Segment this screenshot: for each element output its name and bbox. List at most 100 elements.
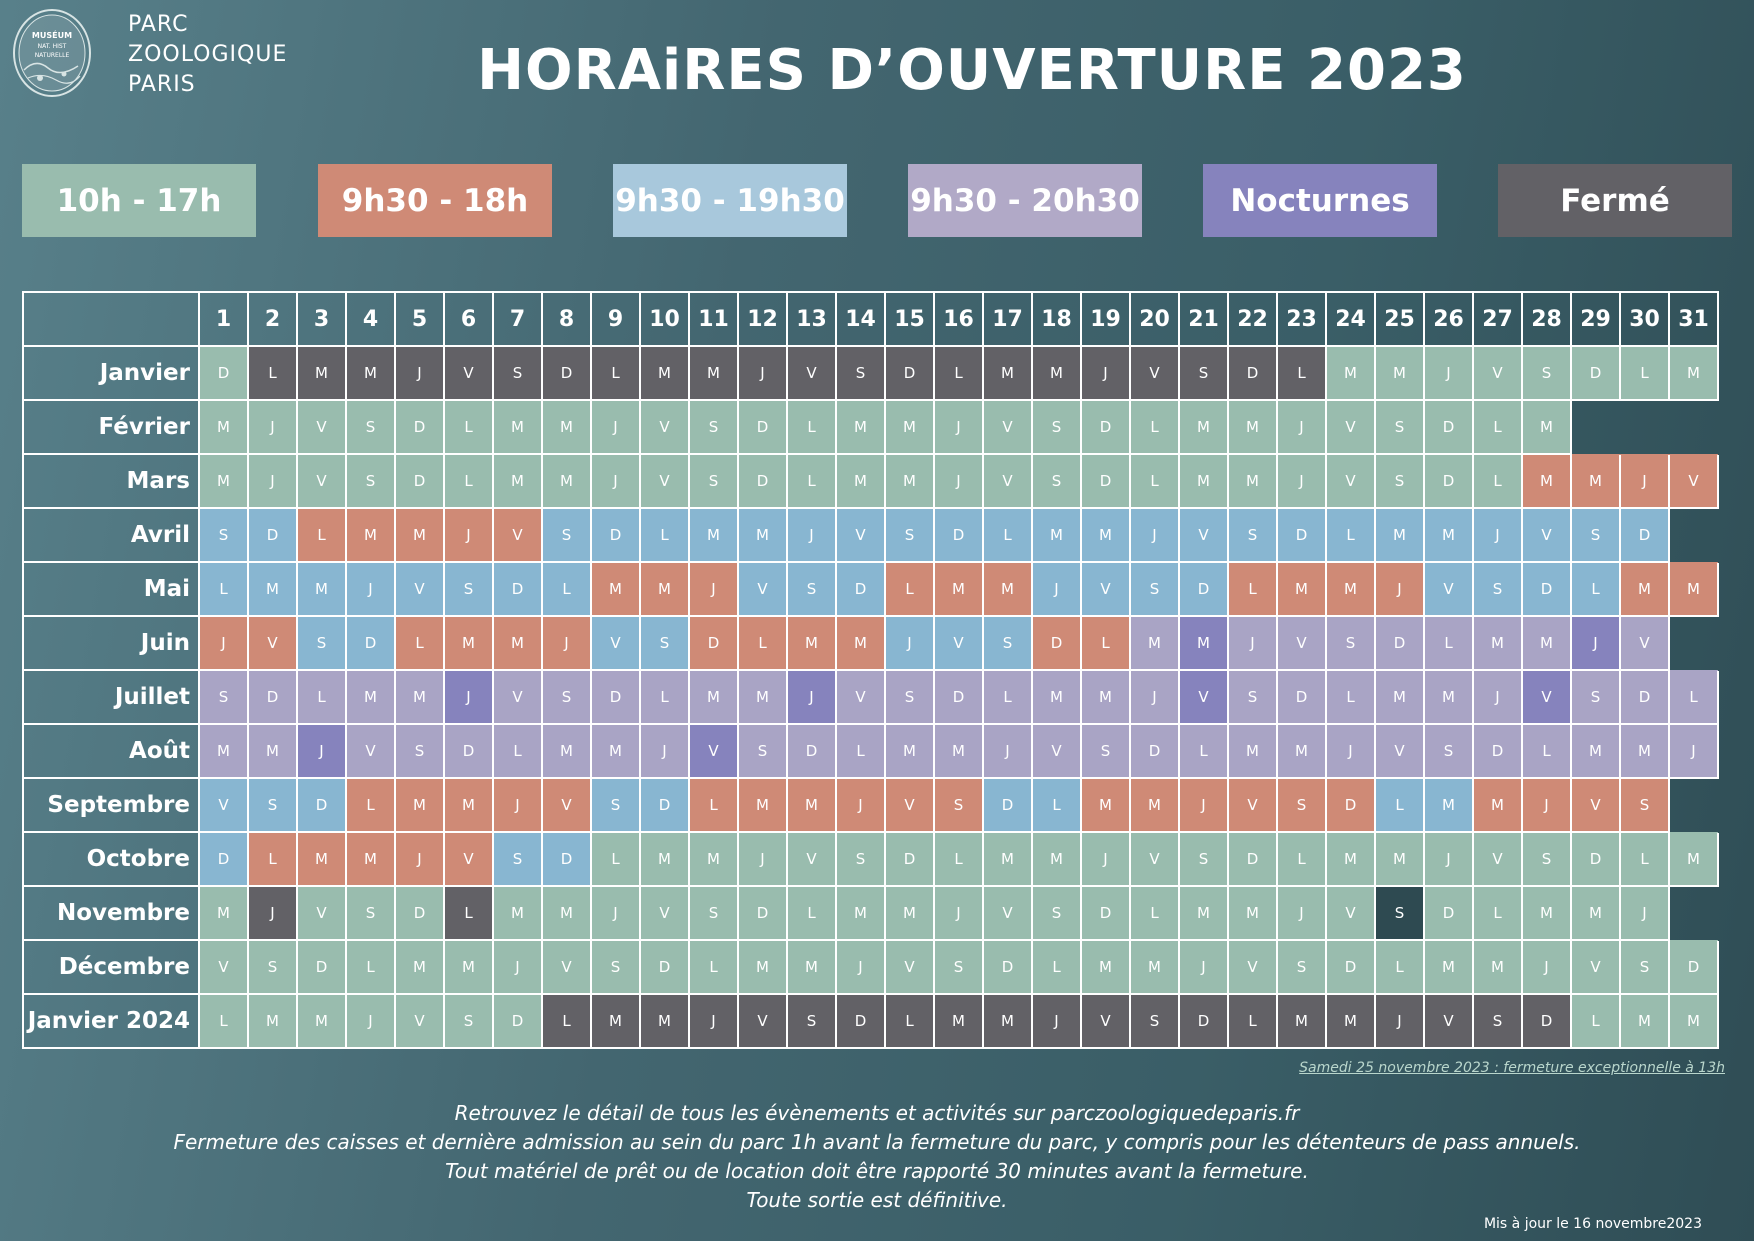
day-cell: L <box>541 561 592 617</box>
day-cell: M <box>1325 561 1376 617</box>
day-cell: J <box>1276 453 1327 509</box>
day-cell: J <box>1619 453 1670 509</box>
day-cell: S <box>1374 453 1425 509</box>
day-cell: M <box>198 399 249 455</box>
day-cell: J <box>982 723 1033 779</box>
day-cell: L <box>1031 777 1082 833</box>
day-cell: M <box>786 939 837 995</box>
day-cell: J <box>639 723 690 779</box>
day-cell: J <box>492 777 543 833</box>
day-cell: J <box>1129 669 1180 725</box>
day-cell: S <box>198 507 249 563</box>
day-cell: S <box>1619 939 1670 995</box>
day-cell: D <box>1129 723 1180 779</box>
day-cell: J <box>1521 939 1572 995</box>
day-cell: S <box>345 399 396 455</box>
day-cell: D <box>345 615 396 671</box>
day-header-28: 28 <box>1521 291 1572 347</box>
empty-day-cell <box>1571 400 1620 454</box>
day-cell: M <box>1325 993 1376 1049</box>
day-cell: M <box>1276 723 1327 779</box>
day-header-25: 25 <box>1374 291 1425 347</box>
day-cell: L <box>1668 669 1719 725</box>
park-name-logo: PARC ZOOLOGIQUE PARIS <box>128 10 287 100</box>
day-cell: J <box>933 885 984 941</box>
day-cell: M <box>247 723 298 779</box>
day-cell: M <box>1031 345 1082 401</box>
day-cell: S <box>394 723 445 779</box>
day-cell: M <box>394 939 445 995</box>
day-cell: M <box>639 561 690 617</box>
month-row: Mai L M M J V S D L M M J V S D L M M J V S D L M M J V S D L M M <box>22 561 1719 617</box>
month-row: Janvier D L M M J V S D L M M J V S D L M M J V S D L M M J V S D L M <box>22 345 1719 401</box>
day-cell: M <box>296 561 347 617</box>
day-cell: S <box>247 939 298 995</box>
day-cell: M <box>1178 615 1229 671</box>
day-cell: M <box>1374 669 1425 725</box>
day-cell: L <box>982 669 1033 725</box>
month-label: Janvier <box>22 345 200 401</box>
day-cell: M <box>541 723 592 779</box>
day-cell: D <box>884 345 935 401</box>
day-cell: L <box>443 885 494 941</box>
exceptional-closure-note[interactable]: Samedi 25 novembre 2023 : fermeture exce… <box>1299 1060 1725 1076</box>
day-cell: J <box>1423 345 1474 401</box>
day-cell: J <box>1472 507 1523 563</box>
legend-9h30-18h: 9h30 - 18h <box>318 164 552 237</box>
day-cell: M <box>1080 507 1131 563</box>
day-header-17: 17 <box>982 291 1033 347</box>
day-cell: V <box>786 831 837 887</box>
day-cell: M <box>1227 453 1278 509</box>
day-header-16: 16 <box>933 291 984 347</box>
day-cell: S <box>688 885 739 941</box>
day-cell: M <box>1178 453 1229 509</box>
day-cell: M <box>1423 669 1474 725</box>
day-cell: V <box>541 939 592 995</box>
day-cell: M <box>1129 777 1180 833</box>
day-cell: M <box>1374 345 1425 401</box>
day-cell: M <box>198 885 249 941</box>
day-cell: J <box>835 777 886 833</box>
day-cell: L <box>247 345 298 401</box>
day-cell: S <box>1031 399 1082 455</box>
day-cell: D <box>688 615 739 671</box>
day-cell: S <box>1423 723 1474 779</box>
day-cell: M <box>1031 669 1082 725</box>
day-cell: M <box>688 345 739 401</box>
day-cell: V <box>1521 507 1572 563</box>
month-row: Décembre V S D L M M J V S D L M M J V S D L M M J V S D L M M J V S D <box>22 939 1719 995</box>
day-cell: M <box>688 831 739 887</box>
day-cell: M <box>1472 939 1523 995</box>
day-cell: D <box>296 939 347 995</box>
day-cell: J <box>1276 399 1327 455</box>
day-cell: M <box>541 399 592 455</box>
day-cell: M <box>1227 885 1278 941</box>
day-cell: M <box>982 831 1033 887</box>
footer-line-2: Fermeture des caisses et dernière admiss… <box>173 1130 1581 1154</box>
day-cell: J <box>688 993 739 1049</box>
day-cell: J <box>1570 615 1621 671</box>
day-cell: V <box>296 885 347 941</box>
day-cell: D <box>492 561 543 617</box>
day-cell: L <box>590 831 641 887</box>
day-cell: M <box>1570 723 1621 779</box>
day-cell: D <box>1374 615 1425 671</box>
day-cell: D <box>541 345 592 401</box>
day-cell: V <box>1472 345 1523 401</box>
day-cell: M <box>590 561 641 617</box>
day-header-5: 5 <box>394 291 445 347</box>
day-cell: V <box>1031 723 1082 779</box>
day-cell: J <box>1472 669 1523 725</box>
day-cell: V <box>1668 453 1719 509</box>
day-cell: S <box>1521 831 1572 887</box>
day-cell: D <box>786 723 837 779</box>
day-cell: D <box>639 777 690 833</box>
day-cell: L <box>1227 993 1278 1049</box>
day-cell: M <box>345 345 396 401</box>
day-cell: L <box>1031 939 1082 995</box>
day-cell: D <box>884 831 935 887</box>
day-cell: S <box>1325 615 1376 671</box>
day-cell: M <box>884 453 935 509</box>
day-cell: S <box>1129 993 1180 1049</box>
day-cell: L <box>198 561 249 617</box>
